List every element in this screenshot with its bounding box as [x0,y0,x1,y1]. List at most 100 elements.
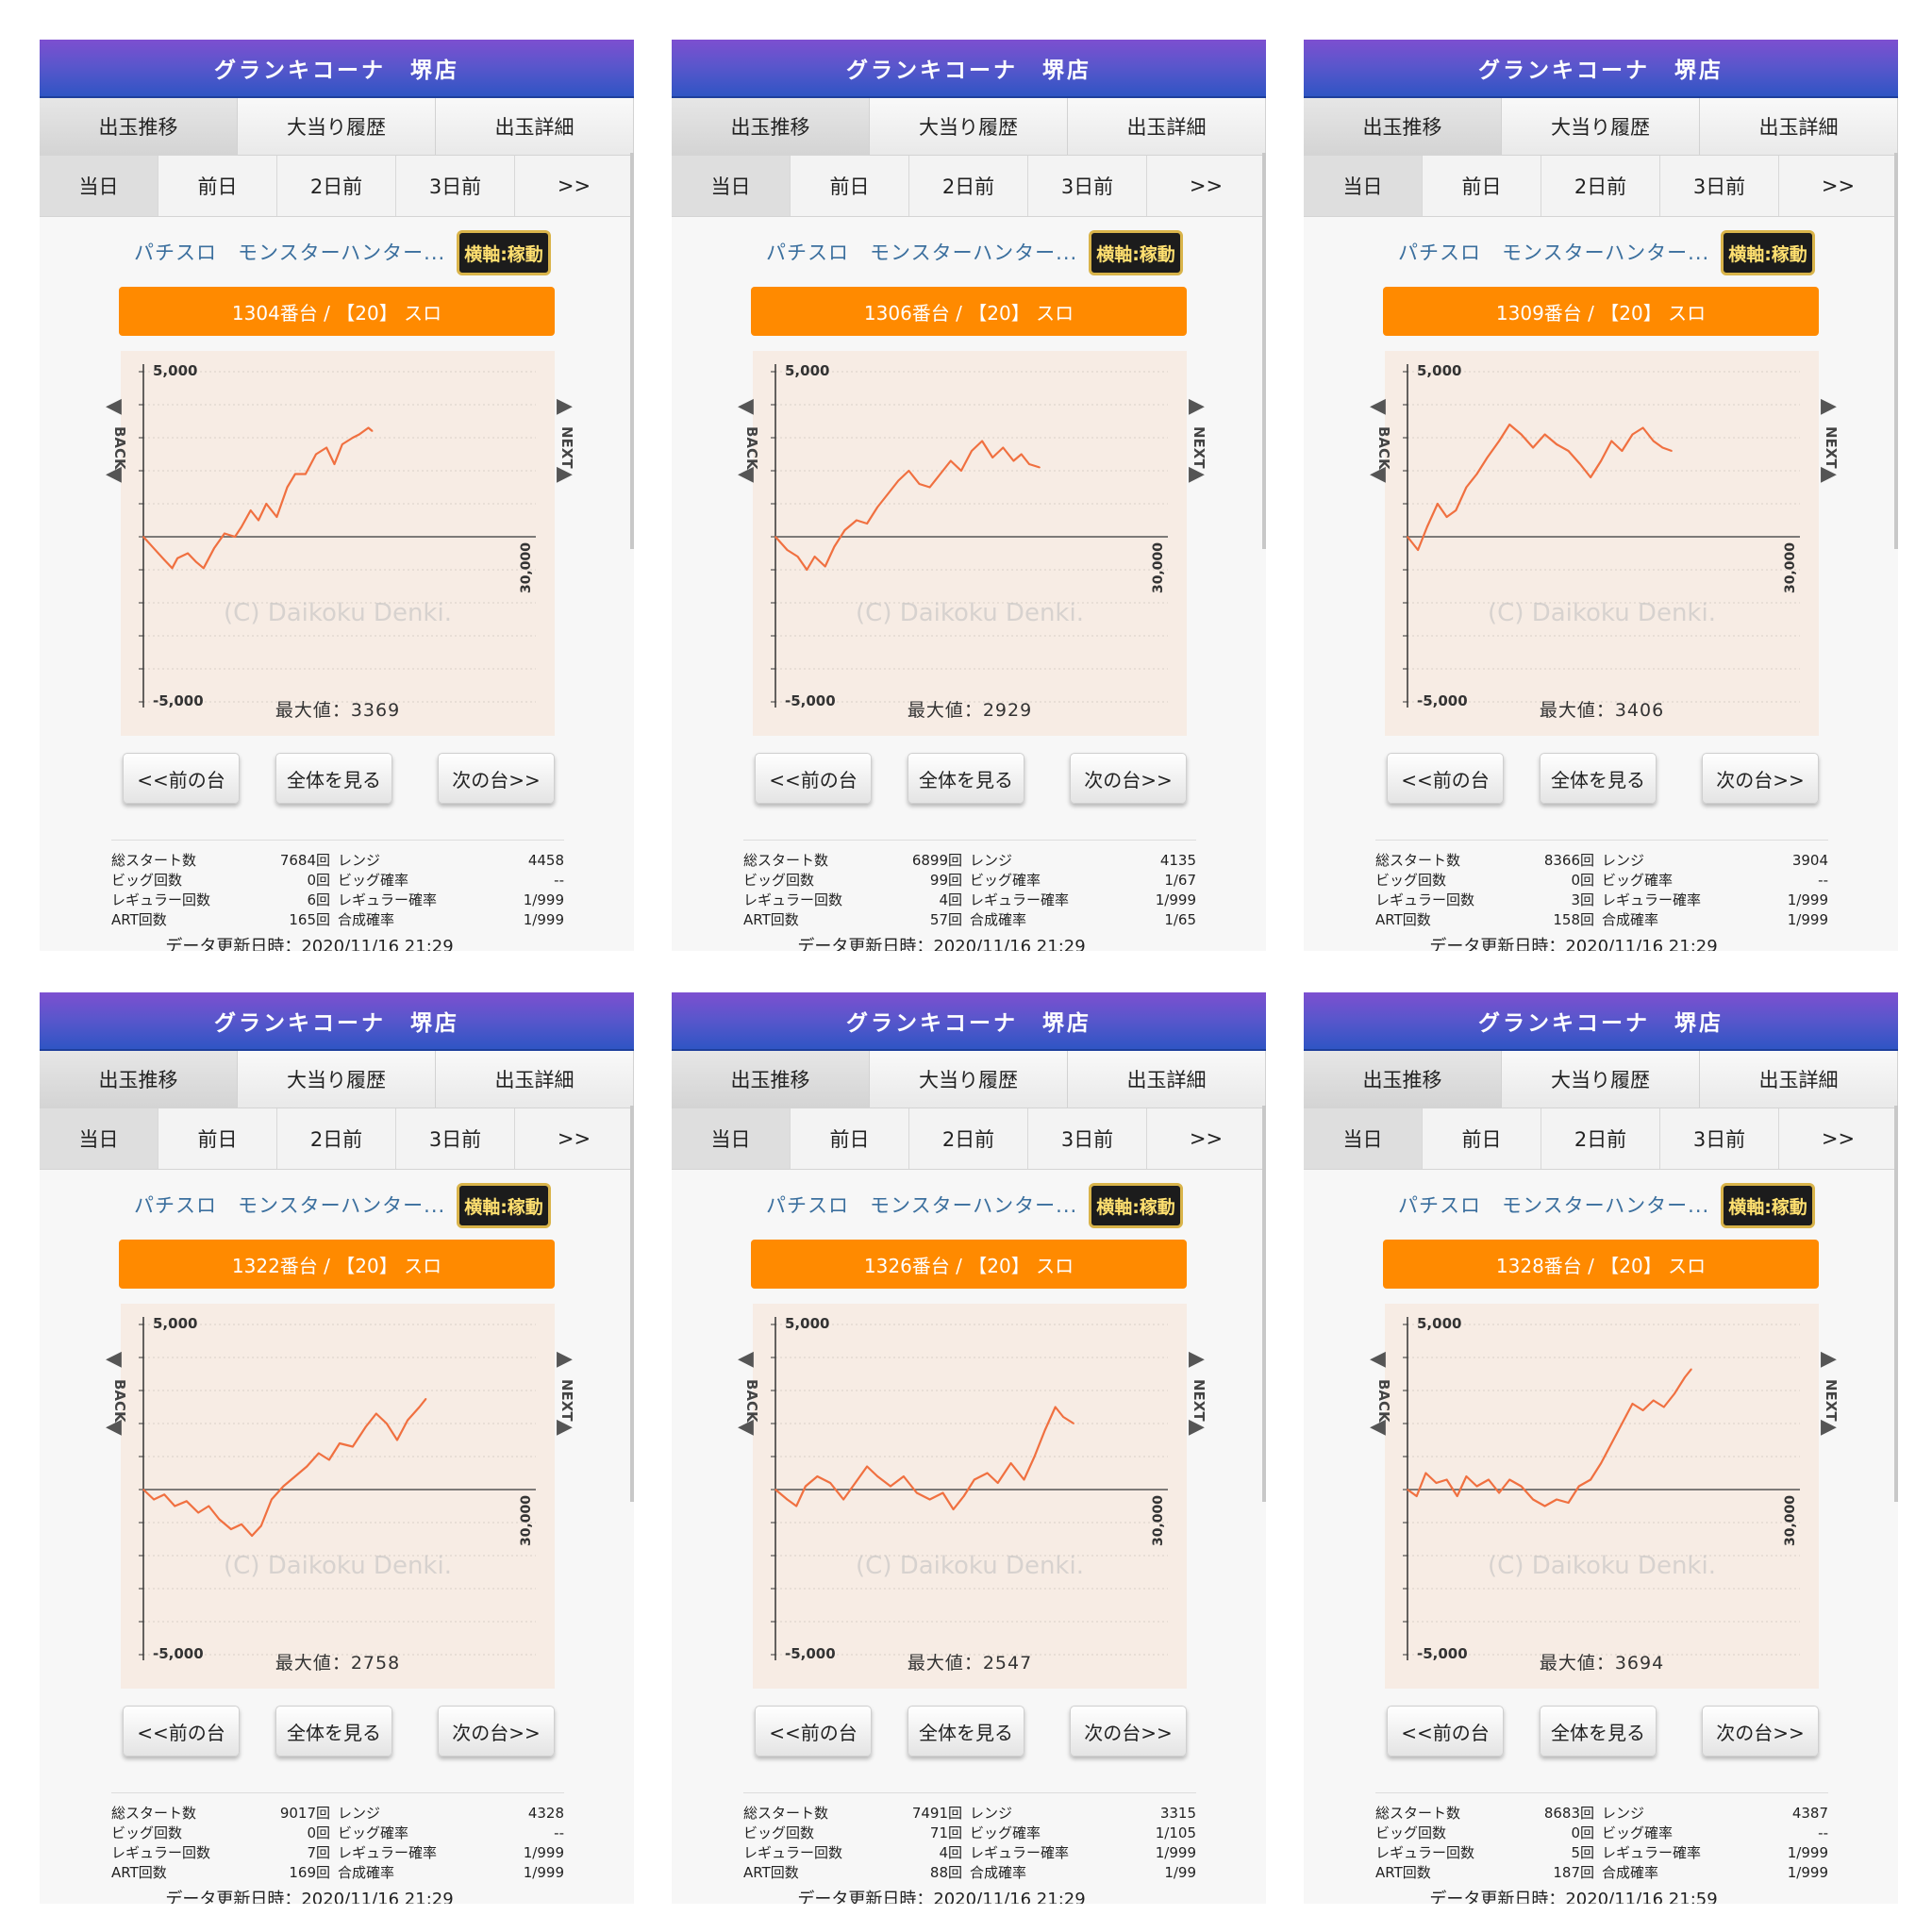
tab-payout-detail[interactable]: 出玉詳細 [1068,1051,1266,1108]
back-arrow-up-icon[interactable]: ◀ [106,1347,122,1371]
scrollbar[interactable] [1262,1106,1266,1502]
tab-today[interactable]: 当日 [40,156,158,216]
tab-3-days-ago[interactable]: 3日前 [1660,1108,1779,1169]
tab-more[interactable]: >> [1147,156,1266,216]
scrollbar[interactable] [1894,153,1898,549]
tab-previous-day[interactable]: 前日 [1423,1108,1541,1169]
back-label[interactable]: BACK [1375,1379,1392,1423]
model-name-link[interactable]: パチスロ モンスターハンター... [134,1194,446,1217]
tab-payout-detail[interactable]: 出玉詳細 [436,1051,634,1108]
model-name-link[interactable]: パチスロ モンスターハンター... [766,242,1078,264]
next-arrow-up-icon[interactable]: ▶ [1821,1347,1837,1371]
tab-payout-trend[interactable]: 出玉推移 [672,98,870,155]
back-arrow-up-icon[interactable]: ◀ [738,394,754,418]
next-arrow-down-icon[interactable]: ▶ [1189,1415,1205,1439]
prev-machine-button[interactable]: <<前の台 [1387,753,1504,804]
tab-payout-trend[interactable]: 出玉推移 [672,1051,870,1108]
axis-toggle-button[interactable]: 横軸:稼動 [1721,230,1815,275]
tab-previous-day[interactable]: 前日 [1423,156,1541,216]
tab-previous-day[interactable]: 前日 [791,1108,909,1169]
tab-payout-detail[interactable]: 出玉詳細 [1700,1051,1898,1108]
next-arrow-up-icon[interactable]: ▶ [1821,394,1837,418]
tab-payout-trend[interactable]: 出玉推移 [1304,98,1502,155]
model-name-link[interactable]: パチスロ モンスターハンター... [1398,242,1710,264]
axis-toggle-button[interactable]: 横軸:稼動 [457,230,551,275]
next-label[interactable]: NEXT [1191,1379,1208,1422]
tab-jackpot-history[interactable]: 大当り履歴 [1502,98,1700,155]
tab-2-days-ago[interactable]: 2日前 [909,1108,1028,1169]
back-arrow-down-icon[interactable]: ◀ [738,462,754,486]
next-arrow-up-icon[interactable]: ▶ [557,394,573,418]
prev-machine-button[interactable]: <<前の台 [123,1706,240,1757]
tab-previous-day[interactable]: 前日 [158,156,277,216]
next-arrow-down-icon[interactable]: ▶ [557,462,573,486]
view-all-button[interactable]: 全体を見る [1540,1706,1657,1757]
tab-2-days-ago[interactable]: 2日前 [1541,156,1660,216]
view-all-button[interactable]: 全体を見る [275,753,392,804]
tab-payout-detail[interactable]: 出玉詳細 [436,98,634,155]
tab-today[interactable]: 当日 [1304,156,1423,216]
tab-today[interactable]: 当日 [40,1108,158,1169]
model-name-link[interactable]: パチスロ モンスターハンター... [766,1194,1078,1217]
tab-payout-trend[interactable]: 出玉推移 [40,98,238,155]
next-label[interactable]: NEXT [1823,426,1840,469]
tab-jackpot-history[interactable]: 大当り履歴 [1502,1051,1700,1108]
next-arrow-down-icon[interactable]: ▶ [1821,462,1837,486]
next-label[interactable]: NEXT [558,1379,575,1422]
next-arrow-up-icon[interactable]: ▶ [1189,1347,1205,1371]
back-arrow-down-icon[interactable]: ◀ [106,1415,122,1439]
scrollbar[interactable] [1894,1106,1898,1502]
back-label[interactable]: BACK [743,1379,760,1423]
view-all-button[interactable]: 全体を見る [1540,753,1657,804]
next-machine-button[interactable]: 次の台>> [438,753,555,804]
model-name-link[interactable]: パチスロ モンスターハンター... [1398,1194,1710,1217]
back-arrow-down-icon[interactable]: ◀ [1370,1415,1386,1439]
back-arrow-up-icon[interactable]: ◀ [1370,394,1386,418]
tab-3-days-ago[interactable]: 3日前 [396,156,515,216]
tab-payout-trend[interactable]: 出玉推移 [40,1051,238,1108]
next-label[interactable]: NEXT [1191,426,1208,469]
tab-2-days-ago[interactable]: 2日前 [909,156,1028,216]
axis-toggle-button[interactable]: 横軸:稼動 [1089,1183,1183,1228]
prev-machine-button[interactable]: <<前の台 [123,753,240,804]
scrollbar[interactable] [1262,153,1266,549]
axis-toggle-button[interactable]: 横軸:稼動 [457,1183,551,1228]
back-arrow-up-icon[interactable]: ◀ [738,1347,754,1371]
tab-previous-day[interactable]: 前日 [158,1108,277,1169]
prev-machine-button[interactable]: <<前の台 [1387,1706,1504,1757]
tab-jackpot-history[interactable]: 大当り履歴 [238,98,436,155]
tab-more[interactable]: >> [1147,1108,1266,1169]
tab-previous-day[interactable]: 前日 [791,156,909,216]
next-machine-button[interactable]: 次の台>> [1070,753,1187,804]
next-label[interactable]: NEXT [1823,1379,1840,1422]
next-machine-button[interactable]: 次の台>> [438,1706,555,1757]
next-machine-button[interactable]: 次の台>> [1702,1706,1819,1757]
prev-machine-button[interactable]: <<前の台 [755,753,872,804]
axis-toggle-button[interactable]: 横軸:稼動 [1721,1183,1815,1228]
next-machine-button[interactable]: 次の台>> [1702,753,1819,804]
next-arrow-down-icon[interactable]: ▶ [1821,1415,1837,1439]
back-arrow-down-icon[interactable]: ◀ [738,1415,754,1439]
next-label[interactable]: NEXT [558,426,575,469]
view-all-button[interactable]: 全体を見る [275,1706,392,1757]
back-label[interactable]: BACK [1375,426,1392,470]
next-machine-button[interactable]: 次の台>> [1070,1706,1187,1757]
view-all-button[interactable]: 全体を見る [908,1706,1024,1757]
tab-3-days-ago[interactable]: 3日前 [1028,156,1147,216]
tab-today[interactable]: 当日 [672,156,791,216]
tab-payout-detail[interactable]: 出玉詳細 [1700,98,1898,155]
tab-payout-detail[interactable]: 出玉詳細 [1068,98,1266,155]
tab-jackpot-history[interactable]: 大当り履歴 [870,98,1068,155]
back-arrow-down-icon[interactable]: ◀ [106,462,122,486]
tab-more[interactable]: >> [1779,1108,1898,1169]
tab-3-days-ago[interactable]: 3日前 [1028,1108,1147,1169]
tab-3-days-ago[interactable]: 3日前 [396,1108,515,1169]
back-arrow-up-icon[interactable]: ◀ [1370,1347,1386,1371]
back-arrow-up-icon[interactable]: ◀ [106,394,122,418]
back-label[interactable]: BACK [111,426,128,470]
tab-more[interactable]: >> [515,156,634,216]
tab-more[interactable]: >> [515,1108,634,1169]
next-arrow-down-icon[interactable]: ▶ [557,1415,573,1439]
scrollbar[interactable] [630,1106,634,1502]
back-label[interactable]: BACK [743,426,760,470]
